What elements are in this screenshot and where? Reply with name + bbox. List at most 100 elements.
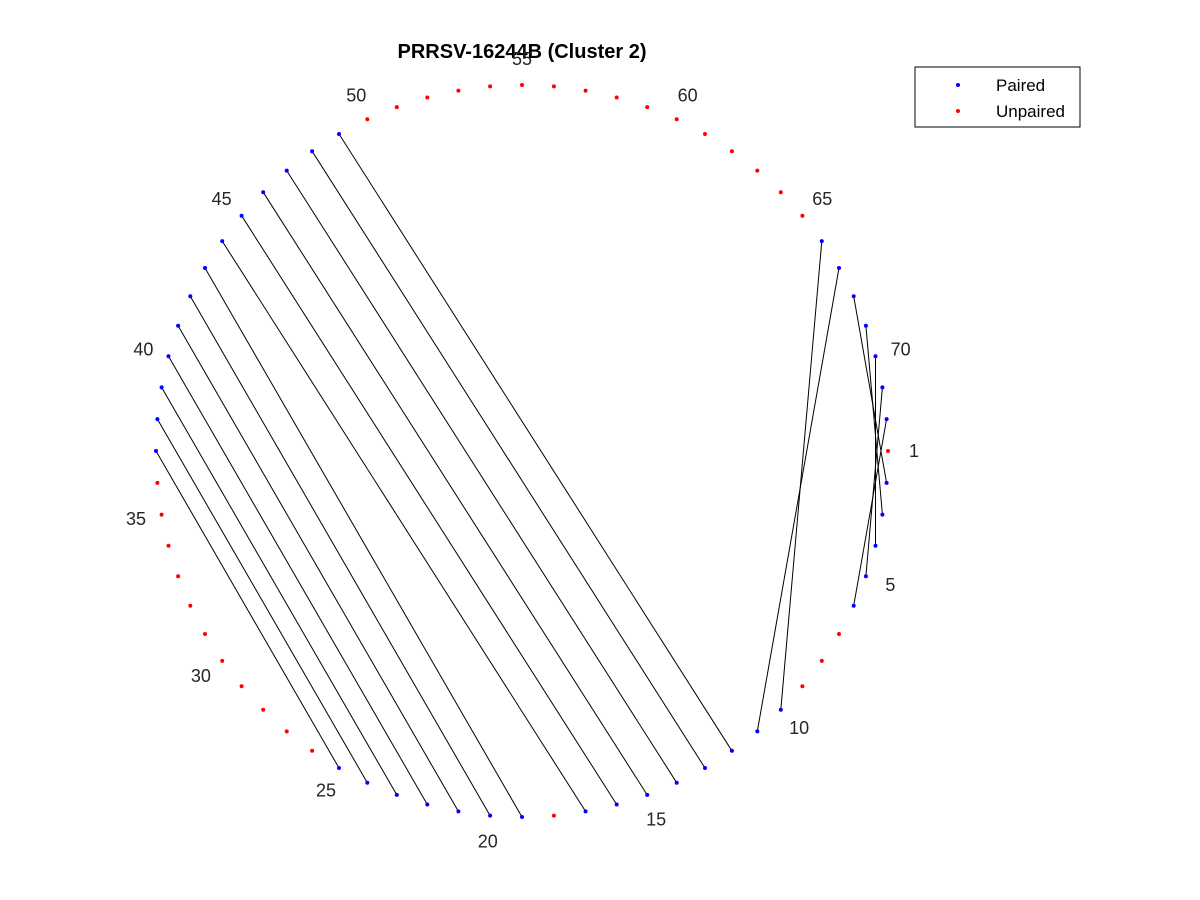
index-label-20: 20 xyxy=(478,832,498,852)
unpaired-point-18 xyxy=(551,813,556,818)
unpaired-point-61 xyxy=(703,132,707,136)
pair-chord-15-46 xyxy=(262,191,648,796)
paired-point-2 xyxy=(884,480,889,485)
paired-point-14 xyxy=(674,780,679,785)
unpaired-point-32 xyxy=(188,603,193,608)
paired-point-5 xyxy=(863,574,868,579)
unpaired-point-28 xyxy=(261,707,266,712)
pair-chord-24-38 xyxy=(156,418,368,783)
unpaired-point-63 xyxy=(755,168,760,173)
unpaired-point-54 xyxy=(488,84,493,89)
paired-point-6 xyxy=(851,603,856,608)
paired-point-12 xyxy=(729,748,734,753)
paired-point-39 xyxy=(159,385,164,390)
legend-label-paired: Paired xyxy=(996,76,1045,95)
paired-point-66 xyxy=(819,239,824,244)
unpaired-point-56 xyxy=(551,84,556,89)
pair-chord-12-49 xyxy=(338,133,733,752)
index-label-60: 60 xyxy=(678,86,698,106)
index-label-5: 5 xyxy=(885,575,895,595)
unpaired-point-53 xyxy=(456,88,461,93)
paired-point-4 xyxy=(873,543,878,548)
index-label-1: 1 xyxy=(909,441,919,461)
paired-point-10 xyxy=(778,707,783,712)
index-label-65: 65 xyxy=(812,189,832,209)
paired-point-19 xyxy=(520,815,524,819)
legend-box xyxy=(914,66,1081,128)
pair-chord-20-42 xyxy=(189,296,491,816)
pair-chord-10-66 xyxy=(780,241,823,710)
unpaired-point-52 xyxy=(425,95,430,100)
chord-layer xyxy=(155,133,888,818)
paired-point-43 xyxy=(203,266,207,270)
index-label-50: 50 xyxy=(346,86,366,106)
pair-chord-23-39 xyxy=(161,387,398,796)
unpaired-point-31 xyxy=(203,632,207,636)
pair-chord-22-40 xyxy=(168,356,428,805)
index-label-30: 30 xyxy=(191,666,211,686)
index-label-40: 40 xyxy=(133,340,153,360)
legend-label-unpaired: Unpaired xyxy=(996,102,1065,121)
pair-chord-6-72 xyxy=(853,419,888,606)
paired-point-3 xyxy=(880,512,885,517)
pair-chord-17-44 xyxy=(221,240,587,812)
unpaired-point-34 xyxy=(166,543,171,548)
index-label-70: 70 xyxy=(891,340,911,360)
legend-marker-unpaired xyxy=(956,109,960,113)
unpaired-point-62 xyxy=(729,149,734,154)
paired-point-44 xyxy=(220,239,225,244)
unpaired-point-65 xyxy=(800,213,805,218)
paired-point-38 xyxy=(155,417,160,422)
paired-point-70 xyxy=(873,354,878,359)
legend-marker-paired xyxy=(956,83,960,87)
pair-chord-2-68 xyxy=(853,296,888,483)
pair-chord-11-67 xyxy=(756,267,840,732)
unpaired-point-33 xyxy=(176,574,181,579)
paired-point-24 xyxy=(365,780,370,785)
index-label-45: 45 xyxy=(212,189,232,209)
paired-point-45 xyxy=(239,213,244,218)
legend: Paired Unpaired xyxy=(914,66,1081,128)
paired-point-46 xyxy=(261,190,266,195)
unpaired-point-29 xyxy=(239,684,244,689)
unpaired-point-64 xyxy=(778,190,783,195)
pair-chord-3-69 xyxy=(865,325,883,515)
pair-chord-21-41 xyxy=(177,325,459,812)
pair-chord-19-43 xyxy=(204,267,523,818)
point-layer xyxy=(154,83,890,819)
pair-chord-5-71 xyxy=(865,387,883,577)
unpaired-point-27 xyxy=(284,729,289,734)
index-label-35: 35 xyxy=(126,509,146,529)
paired-point-71 xyxy=(880,385,885,390)
paired-point-15 xyxy=(645,792,650,797)
paired-point-23 xyxy=(394,792,399,797)
paired-point-42 xyxy=(188,294,193,299)
paired-point-67 xyxy=(837,266,841,270)
unpaired-point-58 xyxy=(614,95,619,100)
unpaired-point-30 xyxy=(220,658,225,663)
paired-point-17 xyxy=(583,809,588,814)
index-label-10: 10 xyxy=(789,718,809,738)
unpaired-point-35 xyxy=(159,512,164,517)
paired-point-68 xyxy=(851,294,856,299)
paired-point-41 xyxy=(176,323,181,328)
unpaired-point-26 xyxy=(310,748,315,753)
unpaired-point-8 xyxy=(819,658,824,663)
unpaired-point-50 xyxy=(365,117,370,122)
pair-chord-25-37 xyxy=(155,450,340,769)
paired-point-20 xyxy=(488,813,493,818)
index-label-25: 25 xyxy=(316,781,336,801)
unpaired-point-36 xyxy=(155,480,160,485)
paired-point-11 xyxy=(755,729,760,734)
chart-title: PRRSV-16244B (Cluster 2) xyxy=(398,41,647,63)
paired-point-13 xyxy=(703,766,707,770)
paired-point-48 xyxy=(310,149,315,154)
paired-point-21 xyxy=(456,809,461,814)
unpaired-point-7 xyxy=(837,632,841,636)
paired-point-47 xyxy=(284,168,289,173)
unpaired-point-60 xyxy=(674,117,679,122)
paired-point-40 xyxy=(166,354,171,359)
